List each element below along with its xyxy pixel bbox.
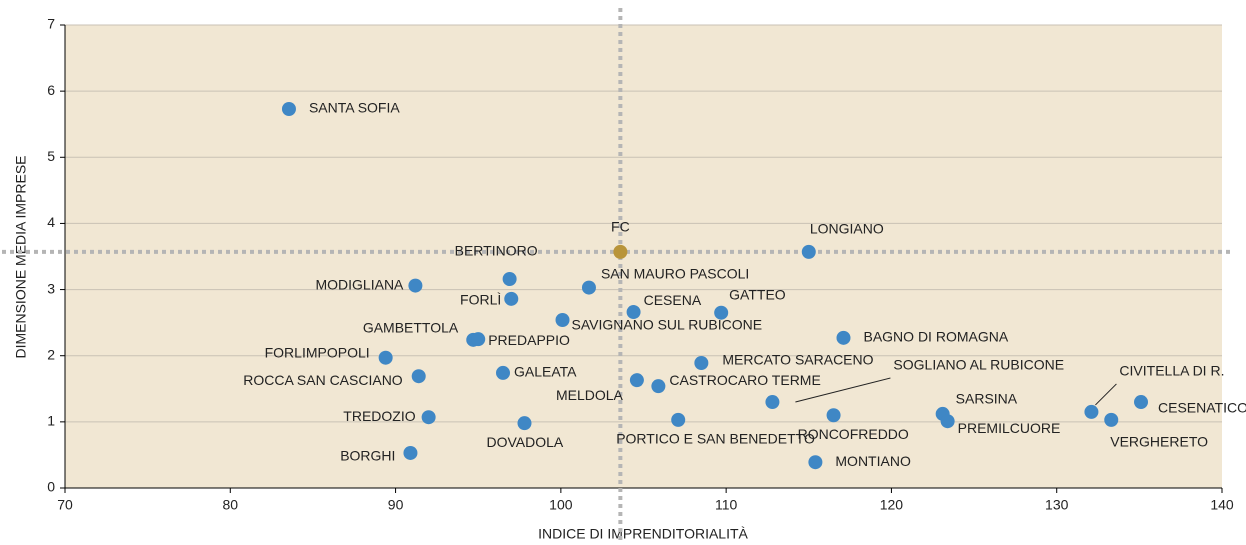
- x-tick-label: 140: [1210, 497, 1234, 513]
- point: [411, 369, 426, 384]
- point-label: LONGIANO: [810, 221, 884, 237]
- point-label: CASTROCARO TERME: [669, 372, 820, 388]
- y-axis-label: DIMENSIONE MEDIA IMPRESE: [13, 155, 29, 358]
- point-label: FORLÌ: [460, 292, 501, 308]
- point-label: SOGLIANO AL RUBICONE: [893, 357, 1064, 373]
- point-label: BORGHI: [340, 448, 395, 464]
- point-label: FC: [611, 219, 630, 235]
- point: [765, 395, 780, 410]
- point-label: MERCATO SARACENO: [722, 352, 873, 368]
- point: [826, 408, 841, 423]
- point-label: SANTA SOFIA: [309, 100, 400, 116]
- y-tick-label: 4: [47, 214, 55, 230]
- point-label: FORLIMPOPOLI: [265, 344, 370, 360]
- point-label: BAGNO DI ROMAGNA: [863, 329, 1008, 345]
- point: [1084, 404, 1099, 419]
- point: [555, 312, 570, 327]
- point-label: CESENA: [644, 292, 702, 308]
- y-tick-label: 7: [47, 16, 55, 32]
- x-tick-label: 100: [549, 497, 573, 513]
- leader-line: [1095, 383, 1117, 406]
- point: [940, 414, 955, 429]
- point: [671, 412, 686, 427]
- x-axis-label: INDICE DI IMPRENDITORIALITÀ: [538, 526, 748, 542]
- y-tick-label: 0: [47, 479, 55, 495]
- point: [504, 291, 519, 306]
- point: [694, 355, 709, 370]
- point-label: CESENATICO: [1158, 400, 1246, 416]
- point: [613, 244, 628, 259]
- point: [378, 350, 393, 365]
- point: [496, 365, 511, 380]
- x-tick-label: 70: [57, 497, 73, 513]
- point-label: DOVADOLA: [486, 434, 563, 450]
- point-label: SARSINA: [956, 391, 1018, 407]
- point: [408, 278, 423, 293]
- point: [629, 373, 644, 388]
- point-label: PREDAPPIO: [488, 332, 570, 348]
- point: [403, 445, 418, 460]
- point: [651, 379, 666, 394]
- point-label: CIVITELLA DI R.: [1119, 363, 1224, 379]
- x-tick-label: 80: [222, 497, 238, 513]
- point: [1134, 395, 1149, 410]
- point: [517, 416, 532, 431]
- point: [471, 332, 486, 347]
- point-label: ROCCA SAN CASCIANO: [243, 372, 403, 388]
- y-tick-label: 1: [47, 413, 55, 429]
- point-label: PORTICO E SAN BENEDETTO: [616, 431, 815, 447]
- y-tick-label: 2: [47, 346, 55, 362]
- point-label: VERGHERETO: [1110, 434, 1208, 450]
- point-label: GATTEO: [729, 286, 786, 302]
- point-label: TREDOZIO: [343, 408, 415, 424]
- point-label: PREMILCUORE: [958, 420, 1061, 436]
- point-label: MODIGLIANA: [315, 276, 404, 292]
- point: [714, 305, 729, 320]
- plot-area: [65, 25, 1222, 488]
- point-label: GAMBETTOLA: [363, 320, 459, 336]
- point-label: SAN MAURO PASCOLI: [601, 265, 749, 281]
- point-label: BERTINORO: [455, 243, 538, 259]
- point-label: GALEATA: [514, 364, 577, 380]
- point: [581, 280, 596, 295]
- point: [1104, 412, 1119, 427]
- y-tick-label: 6: [47, 82, 55, 98]
- x-tick-label: 90: [388, 497, 404, 513]
- x-tick-label: 130: [1045, 497, 1069, 513]
- point: [502, 271, 517, 286]
- point: [801, 244, 816, 259]
- point: [836, 330, 851, 345]
- x-tick-label: 110: [715, 497, 738, 513]
- y-tick-label: 3: [47, 280, 55, 296]
- point: [626, 305, 641, 320]
- point-label: RONCOFREDDO: [798, 426, 909, 442]
- point: [808, 455, 823, 470]
- point: [281, 102, 296, 117]
- point-label: SAVIGNANO SUL RUBICONE: [572, 317, 763, 333]
- point-label: MONTIANO: [835, 453, 911, 469]
- leader-line: [795, 377, 891, 403]
- x-tick-label: 120: [880, 497, 904, 513]
- y-tick-label: 5: [47, 148, 55, 164]
- point-label: MELDOLA: [556, 387, 624, 403]
- point: [421, 410, 436, 425]
